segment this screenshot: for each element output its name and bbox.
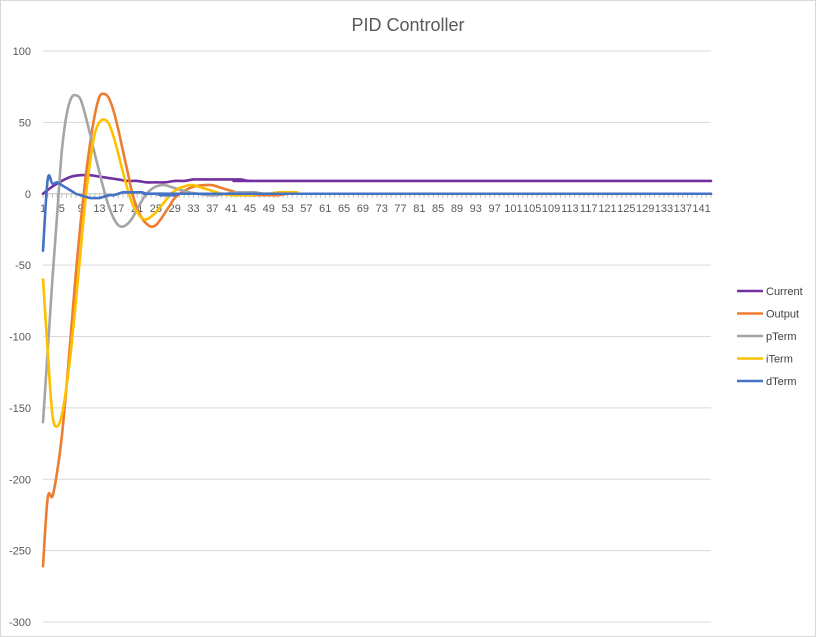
- x-tick-label: 117: [580, 203, 598, 215]
- x-tick-label: 141: [692, 203, 710, 215]
- x-tick-label: 137: [674, 203, 692, 215]
- series-lines: [41, 92, 713, 568]
- gridlines: [42, 50, 712, 623]
- y-tick-label: -100: [9, 332, 31, 344]
- legend: Current Output pTerm iTerm dTerm: [737, 286, 803, 388]
- y-tick-label: -50: [15, 260, 31, 272]
- x-tick-label: 57: [300, 203, 312, 215]
- x-tick-label: 125: [617, 203, 635, 215]
- x-tick-label: 101: [504, 203, 522, 215]
- y-tick-label: -200: [9, 474, 31, 486]
- x-tick-label: 85: [432, 203, 444, 215]
- x-tick-label: 73: [376, 203, 388, 215]
- x-tick-label: 33: [187, 203, 199, 215]
- legend-label-dterm: dTerm: [766, 376, 797, 388]
- chart-title: PID Controller: [351, 15, 464, 35]
- x-tick-label: 37: [206, 203, 218, 215]
- x-tick-label: 105: [523, 203, 541, 215]
- x-tick-label: 53: [281, 203, 293, 215]
- legend-label-current: Current: [766, 286, 803, 298]
- y-tick-label: -250: [9, 546, 31, 558]
- series-line-output: [41, 92, 713, 568]
- x-tick-label: 1: [40, 203, 46, 215]
- y-tick-label: -300: [9, 617, 31, 629]
- x-tick-label: 93: [470, 203, 482, 215]
- x-tick-label: 17: [112, 203, 124, 215]
- series-line-dterm: [41, 174, 713, 253]
- x-tick-label: 109: [542, 203, 560, 215]
- x-tick-label: 113: [561, 203, 579, 215]
- x-tick-label: 49: [263, 203, 275, 215]
- series-line-pterm: [41, 93, 713, 424]
- x-tick-label: 65: [338, 203, 350, 215]
- x-tick-label: 97: [488, 203, 500, 215]
- x-tick-label: 61: [319, 203, 331, 215]
- x-tick-label: 45: [244, 203, 256, 215]
- x-tick-label: 89: [451, 203, 463, 215]
- x-tick-label: 133: [655, 203, 673, 215]
- y-axis-tick-labels: 100 50 0 -50 -100 -150 -200 -250 -300: [9, 46, 31, 629]
- y-tick-label: 0: [25, 189, 31, 201]
- x-tick-label: 41: [225, 203, 237, 215]
- x-tick-label: 69: [357, 203, 369, 215]
- x-tick-label: 13: [93, 203, 105, 215]
- series-line-current: [41, 173, 713, 196]
- x-tick-label: 77: [394, 203, 406, 215]
- legend-label-pterm: pTerm: [766, 331, 797, 343]
- legend-label-iterm: iTerm: [766, 354, 793, 366]
- x-tick-label: 81: [413, 203, 425, 215]
- x-tick-label: 121: [598, 203, 616, 215]
- x-tick-label: 9: [78, 203, 84, 215]
- y-tick-label: -150: [9, 403, 31, 415]
- x-tick-label: 129: [636, 203, 654, 215]
- legend-label-output: Output: [766, 309, 799, 321]
- x-tick-label: 5: [59, 203, 65, 215]
- y-tick-label: 100: [13, 46, 31, 58]
- x-tick-label: 29: [169, 203, 181, 215]
- series-line-iterm: [41, 118, 713, 428]
- y-tick-label: 50: [19, 117, 31, 129]
- x-tick-label: 25: [150, 203, 162, 215]
- x-axis-tick-labels: 1 5 9 13 17 21 25 29 33 37 41 45 49 53 57 61 65 69 73 77 81 8…: [40, 203, 711, 215]
